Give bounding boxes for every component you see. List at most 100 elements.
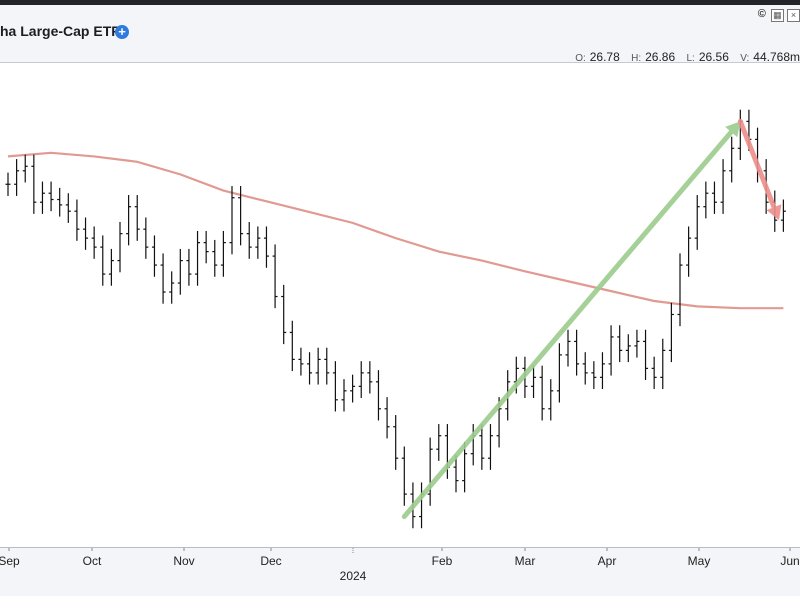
high-label: H:	[631, 53, 642, 64]
price-bar	[531, 365, 537, 399]
price-bar	[255, 226, 261, 259]
month-tick-label: Mar	[515, 554, 536, 568]
price-bar	[83, 217, 89, 250]
price-bar	[160, 253, 166, 304]
price-bar	[203, 230, 209, 264]
uptrend-arrow	[401, 121, 741, 520]
price-bar	[384, 397, 390, 439]
low-value: 26.56	[698, 50, 729, 64]
ohlc-readout: O: 26.78 H: 26.86 L: 26.56 V: 44.768m	[567, 50, 800, 64]
price-bar	[74, 199, 80, 241]
price-bar	[367, 361, 373, 394]
price-bar	[548, 379, 554, 421]
month-tick-label: Feb	[432, 554, 453, 568]
moving-average-line	[7, 151, 784, 310]
price-bar	[151, 235, 157, 277]
price-bar	[393, 415, 399, 470]
month-tick-label: Nov	[173, 554, 194, 568]
price-bar	[65, 193, 71, 223]
price-bar	[574, 329, 580, 376]
price-bar	[238, 186, 244, 246]
price-bar	[643, 329, 649, 381]
price-bar	[229, 186, 235, 255]
month-tick-label: Dec	[260, 554, 281, 568]
time-axis-svg: Sep Oct Nov Dec Feb Mar Apr May Jun 2024	[0, 548, 800, 583]
price-bar	[289, 320, 295, 372]
price-bar	[298, 347, 304, 376]
price-bar	[246, 221, 252, 259]
price-bar	[582, 352, 588, 385]
header-corner-controls: © ▦ ×	[758, 8, 800, 24]
price-bar	[39, 181, 45, 214]
price-bar	[350, 374, 356, 403]
price-bar	[617, 325, 623, 363]
chart-header: ha Large-Cap ETF + © ▦ × O: 26.78 H: 26.86…	[0, 5, 800, 64]
chart-settings-icon[interactable]: ▦	[770, 9, 784, 22]
price-bar	[625, 334, 631, 363]
plus-icon[interactable]: +	[115, 25, 129, 39]
price-bar	[729, 136, 735, 183]
price-bar	[186, 248, 192, 286]
price-bar	[341, 379, 347, 412]
price-bar	[419, 482, 425, 529]
price-bar	[634, 329, 640, 358]
price-bar	[479, 424, 485, 470]
price-bar	[332, 361, 338, 412]
time-axis: Sep Oct Nov Dec Feb Mar Apr May Jun 2024	[0, 547, 800, 590]
price-bar	[591, 361, 597, 390]
price-bar	[307, 352, 313, 385]
high-value: 26.86	[645, 50, 676, 64]
price-bar	[14, 159, 20, 196]
price-bar	[31, 154, 37, 214]
copyright-mark: ©	[757, 8, 766, 20]
price-bar	[427, 437, 433, 506]
price-bar	[91, 226, 97, 259]
price-bar	[5, 172, 11, 196]
price-bar	[143, 217, 149, 259]
price-bar	[539, 365, 545, 421]
price-bar	[608, 325, 614, 376]
open-value: 26.78	[589, 50, 620, 64]
price-bar	[108, 248, 114, 286]
price-bar	[436, 424, 442, 461]
price-bar	[220, 230, 226, 277]
price-bar	[401, 446, 407, 506]
price-bar	[599, 352, 605, 390]
month-tick-label: Jun	[780, 554, 799, 568]
price-bar	[694, 195, 700, 250]
price-bar	[212, 239, 218, 277]
month-tick-label: May	[688, 554, 711, 568]
price-bar	[272, 244, 278, 309]
price-bar	[22, 154, 28, 183]
price-bar	[686, 226, 692, 277]
volume-value: 44.768m	[753, 50, 800, 64]
price-bar	[668, 302, 674, 363]
price-bar	[126, 195, 132, 246]
window-top-bar	[0, 0, 800, 5]
price-bar	[487, 424, 493, 470]
price-bar	[703, 181, 709, 219]
price-bar	[57, 187, 63, 217]
price-bar	[462, 442, 468, 493]
low-label: L:	[686, 53, 695, 64]
downtrend-arrow	[737, 118, 782, 221]
price-bar	[737, 109, 743, 160]
price-bar	[375, 370, 381, 421]
price-bar	[358, 361, 364, 399]
chart-plot-area[interactable]	[0, 62, 800, 547]
price-bar	[177, 248, 183, 295]
price-bar	[324, 347, 330, 385]
price-bar	[263, 226, 269, 268]
price-bar	[660, 338, 666, 390]
price-bar	[651, 356, 657, 390]
close-icon[interactable]: ×	[787, 9, 800, 22]
price-bar	[711, 181, 717, 214]
open-label: O:	[575, 53, 586, 64]
month-tick-label: Apr	[598, 554, 617, 568]
price-bar	[780, 199, 786, 232]
price-bar	[453, 455, 459, 493]
volume-label: V:	[740, 53, 750, 64]
price-bar	[565, 329, 571, 367]
price-bar	[556, 343, 562, 403]
year-tick-label: 2024	[340, 569, 367, 583]
